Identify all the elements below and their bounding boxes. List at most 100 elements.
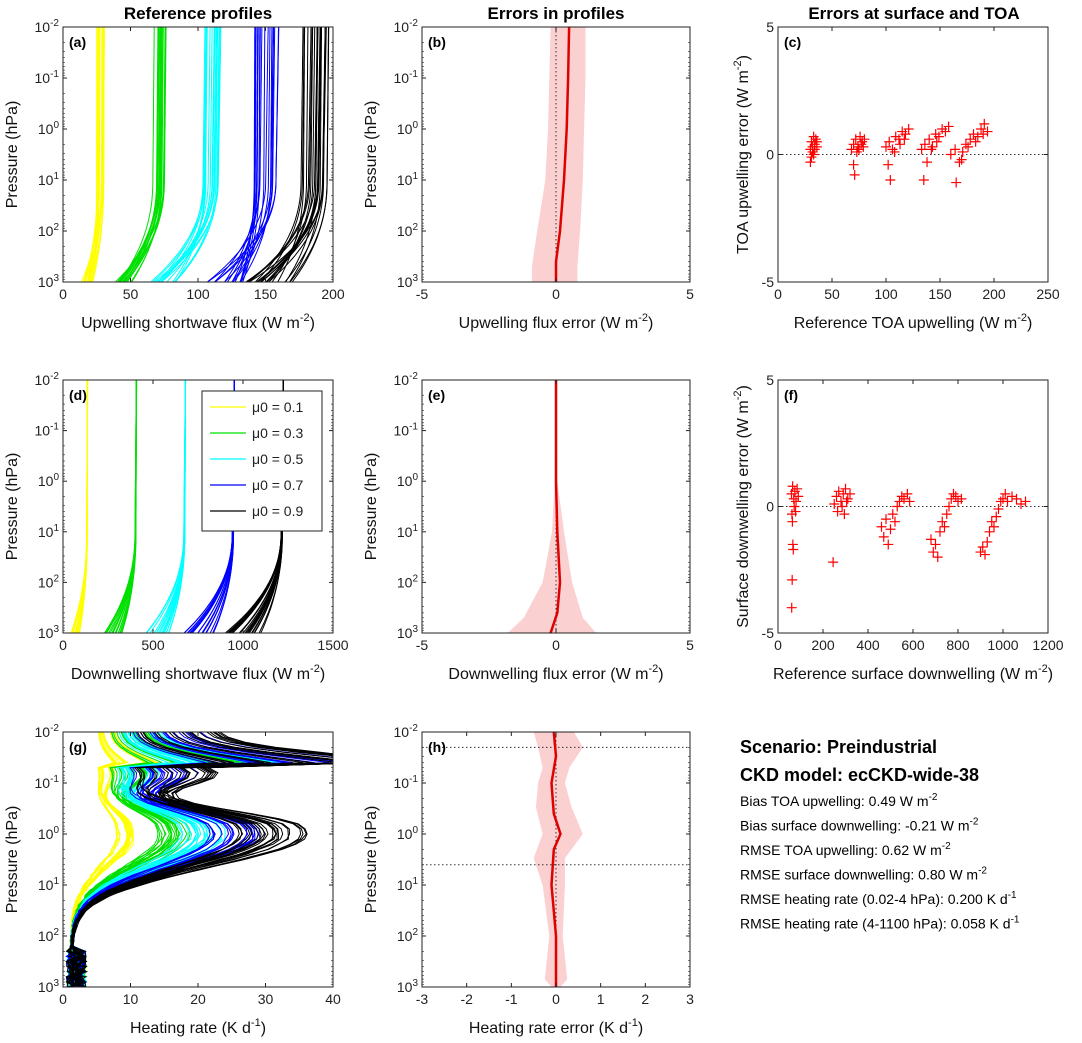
x-axis-label: Upwelling flux error (W m-2) xyxy=(459,312,654,332)
panel-a: 0 50 100 150 200 10-2 10-1 100 101 102 103 (a) Upwel… xyxy=(4,18,345,332)
data-point xyxy=(977,541,988,552)
data-point xyxy=(948,488,959,499)
data-point xyxy=(918,175,929,185)
data-point xyxy=(885,175,896,185)
data-point xyxy=(883,539,894,550)
x-axis-label: Downwelling flux error (W m-2) xyxy=(448,663,663,683)
legend-label: μ0 = 0.5 xyxy=(252,451,303,467)
x-tick-label: 3 xyxy=(686,991,694,1007)
x-tick-label: -1 xyxy=(505,991,518,1007)
profile-line xyxy=(224,27,276,282)
scenario-stat: RMSE heating rate (0.02-4 hPa): 0.200 K … xyxy=(740,890,1017,907)
data-point xyxy=(791,496,801,507)
axes-frame xyxy=(777,379,1049,634)
data-point xyxy=(916,144,927,155)
panel-letter: (c) xyxy=(784,34,801,50)
data-point xyxy=(887,509,898,520)
series-1 xyxy=(104,380,138,633)
profile-line xyxy=(123,27,162,282)
plot-area xyxy=(422,732,690,987)
y-tick-label: 101 xyxy=(397,171,419,188)
data-point xyxy=(849,169,860,180)
profile-line xyxy=(71,380,88,633)
data-point xyxy=(979,118,990,129)
data-point xyxy=(839,509,850,520)
data-point xyxy=(922,157,933,168)
data-point xyxy=(989,521,999,532)
profile-line xyxy=(92,27,105,282)
y-tick-label: 10-2 xyxy=(35,723,60,740)
x-tick-label: 150 xyxy=(928,286,952,302)
data-point xyxy=(842,493,853,504)
x-tick-label: 200 xyxy=(811,637,835,653)
x-axis-label: Reference TOA upwelling (W m-2) xyxy=(794,312,1033,332)
data-point xyxy=(926,144,937,155)
data-point xyxy=(980,549,990,560)
profile-line xyxy=(108,380,137,633)
y-axis-label: Pressure (hPa) xyxy=(4,101,21,209)
data-point xyxy=(840,483,851,494)
data-point xyxy=(887,144,898,155)
panel-letter: (e) xyxy=(428,387,445,403)
y-tick-label: 5 xyxy=(766,372,774,388)
data-point xyxy=(919,139,930,150)
y-tick-label: 103 xyxy=(397,624,419,641)
data-point xyxy=(930,539,941,550)
y-tick-label: 10-1 xyxy=(35,69,60,86)
y-tick-label: 100 xyxy=(397,120,419,137)
y-tick-label: -5 xyxy=(762,625,775,641)
x-tick-label: 0 xyxy=(59,286,67,302)
data-point xyxy=(943,121,954,132)
x-tick-label: 50 xyxy=(824,286,840,302)
series-2 xyxy=(150,27,222,282)
data-point xyxy=(991,511,1002,522)
axes-frame xyxy=(62,26,334,283)
x-tick-label: 5 xyxy=(686,286,694,302)
profile-line xyxy=(161,380,186,633)
data-point xyxy=(883,159,894,170)
panel-letter: (h) xyxy=(428,739,446,755)
data-point xyxy=(896,491,907,502)
y-tick-label: 100 xyxy=(38,825,60,842)
data-point xyxy=(807,146,818,157)
heating-profile-line xyxy=(67,732,333,987)
y-tick-label: 0 xyxy=(766,147,774,163)
profile-line xyxy=(105,380,138,633)
data-point xyxy=(837,501,848,512)
y-tick-label: 10-2 xyxy=(35,371,60,388)
profile-line xyxy=(84,27,99,282)
data-point xyxy=(809,144,820,155)
x-tick-label: 100 xyxy=(186,286,210,302)
error-range-band xyxy=(507,380,597,633)
scenario-stat: Bias TOA upwelling: 0.49 W m-2 xyxy=(740,792,938,809)
x-tick-label: 400 xyxy=(856,637,880,653)
y-tick-label: 100 xyxy=(397,825,419,842)
data-point xyxy=(1016,498,1026,509)
x-tick-label: 20 xyxy=(190,991,206,1007)
series-0 xyxy=(70,380,89,633)
profile-line xyxy=(70,380,89,633)
profile-line xyxy=(71,380,88,633)
data-point xyxy=(808,131,819,142)
profile-line xyxy=(239,27,256,282)
x-tick-label: -5 xyxy=(416,286,429,302)
y-tick-label: 10-2 xyxy=(394,371,419,388)
y-tick-label: 101 xyxy=(397,523,419,540)
scenario-model: CKD model: ecCKD-wide-38 xyxy=(740,765,979,785)
profile-line xyxy=(240,27,273,282)
x-tick-label: 10 xyxy=(123,991,139,1007)
x-tick-label: 1200 xyxy=(1032,637,1063,653)
data-point xyxy=(833,486,844,497)
data-point xyxy=(900,129,911,140)
data-point xyxy=(1002,496,1013,507)
data-point xyxy=(793,491,804,502)
x-tick-label: 1500 xyxy=(317,637,348,653)
legend-label: μ0 = 0.1 xyxy=(252,399,303,415)
mean-error-line xyxy=(554,27,571,282)
scenario-stat: RMSE TOA upwelling: 0.62 W m-2 xyxy=(740,841,951,858)
profile-line xyxy=(231,27,259,282)
profile-line xyxy=(254,27,304,282)
profile-line xyxy=(157,27,206,282)
profile-line xyxy=(84,27,101,282)
